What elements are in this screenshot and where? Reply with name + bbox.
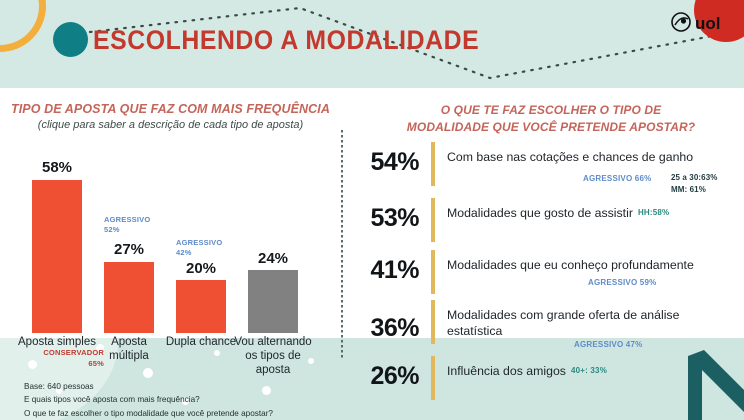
header-band: ESCOLHENDO A MODALIDADE uol	[0, 0, 744, 88]
stat-tag-extra-line1: 25 a 30:63%	[671, 173, 718, 182]
stat-row[interactable]: 41% Modalidades que eu conheço profundam…	[341, 250, 744, 302]
bar-category-label[interactable]: Dupla chance	[165, 336, 237, 348]
bar-chart: 58% Aposta simples AGRESSIVO 52% 27% Apos…	[18, 143, 330, 376]
bar-rect[interactable]	[104, 262, 154, 333]
bar-rect[interactable]	[32, 180, 82, 333]
stat-text: Influência dos amigos 40+: 33%	[447, 364, 737, 380]
stat-accent-bar	[431, 198, 435, 242]
stat-text-main: Influência dos amigos	[447, 364, 566, 378]
stat-percent: 36%	[370, 314, 419, 342]
footer-line-question1: E quais tipos você aposta com mais frequ…	[24, 395, 200, 405]
stat-row[interactable]: 53% Modalidades que gosto de assistir HH:…	[341, 198, 744, 250]
stat-row[interactable]: 26% Influência dos amigos 40+: 33%	[341, 356, 744, 408]
bar-value-label: 20%	[185, 260, 217, 277]
bar-column-vou-alternando[interactable]: 24% Vou alternando os tipos de aposta	[234, 143, 311, 376]
stat-accent-bar	[431, 142, 435, 186]
bar-category-label[interactable]: Vou alternando os tipos de aposta	[234, 336, 312, 377]
stat-accent-bar	[431, 300, 435, 344]
decorative-dot	[143, 368, 153, 378]
decorative-dotted-line	[88, 6, 744, 80]
page-title: ESCOLHENDO A MODALIDADE	[93, 25, 480, 55]
stat-text-main: Modalidades que gosto de assistir	[447, 206, 633, 220]
footer-line-base: Base: 640 pessoas	[24, 382, 94, 391]
bar-column-dupla-chance[interactable]: AGRESSIVO 42% 20% Dupla chance	[166, 143, 236, 348]
decorative-dot	[308, 358, 314, 364]
left-panel: TIPO DE APOSTA QUE FAZ COM MAIS FREQUÊNC…	[0, 88, 341, 376]
bar-column-aposta-simples[interactable]: 58% Aposta simples	[18, 143, 96, 348]
conservador-label: CONSERVADOR	[43, 348, 104, 357]
conservador-annotation: CONSERVADOR 65%	[22, 348, 104, 369]
uol-logo[interactable]: uol	[670, 10, 732, 34]
stat-tag-extra: 25 a 30:63% MM: 61%	[671, 172, 717, 195]
stat-percent: 53%	[370, 204, 419, 232]
footer-band	[0, 338, 744, 420]
stat-percent: 54%	[370, 148, 419, 176]
stat-accent-bar	[431, 356, 435, 400]
decorative-corner-shape	[688, 350, 744, 420]
decorative-dot	[214, 350, 220, 356]
stat-percent: 26%	[370, 362, 419, 390]
stat-accent-bar	[431, 250, 435, 294]
stat-tag-40plus: 40+: 33%	[570, 366, 608, 375]
bar-category-label[interactable]: Aposta simples	[18, 336, 96, 348]
decorative-dot	[182, 398, 189, 405]
conservador-value: 65%	[88, 358, 104, 368]
right-panel-title-line2: MODALIDADE QUE VOCÊ PRETENDE APOSTAR?	[406, 119, 696, 134]
footer-note: Base: 640 pessoas E quais tipos você apo…	[24, 380, 273, 420]
decorative-dot	[28, 360, 37, 369]
stat-text: Modalidades que gosto de assistir HH:58%	[447, 206, 737, 222]
right-panel-title-line1: O QUE TE FAZ ESCOLHER O TIPO DE	[440, 103, 662, 117]
stat-text: Com base nas cotações e chances de ganho	[447, 150, 694, 164]
right-panel: O QUE TE FAZ ESCOLHER O TIPO DE MODALIDA…	[341, 88, 744, 420]
bar-column-aposta-multipla[interactable]: AGRESSIVO 52% 27% Aposta múltipla	[98, 143, 160, 362]
stat-percent: 41%	[370, 256, 419, 284]
stat-row[interactable]: 54% Com base nas cotações e chances de g…	[341, 142, 744, 195]
stat-row[interactable]: 36% Modalidades com grande oferta de aná…	[341, 300, 744, 352]
left-panel-title: TIPO DE APOSTA QUE FAZ COM MAIS FREQUÊNC…	[10, 102, 331, 116]
stat-text: Modalidades com grande oferta de análise…	[447, 308, 680, 338]
stat-tag-agressivo: AGRESSIVO 66%	[583, 174, 652, 183]
section-divider	[341, 130, 343, 358]
stat-tag-agressivo: AGRESSIVO 47%	[574, 340, 643, 349]
right-panel-title: O QUE TE FAZ ESCOLHER O TIPO DE MODALIDA…	[371, 102, 731, 136]
stat-tag-hh: HH:58%	[637, 208, 670, 217]
bar-value-label: 24%	[257, 250, 289, 267]
bar-rect[interactable]	[176, 280, 226, 333]
decorative-dot	[56, 388, 62, 394]
decorative-dot	[262, 386, 271, 395]
bar-annotation-agressivo: AGRESSIVO 42%	[176, 237, 223, 257]
bar-rect[interactable]	[248, 270, 298, 333]
bar-annotation-agressivo: AGRESSIVO 52%	[104, 214, 151, 234]
stat-text: Modalidades que eu conheço profundamente	[447, 258, 694, 272]
bar-value-label: 58%	[41, 159, 73, 176]
left-panel-subtitle: (clique para saber a descrição de cada t…	[37, 119, 304, 131]
footer-line-question2: O que te faz escolher o tipo modalidade …	[24, 408, 273, 418]
stat-tag-agressivo: AGRESSIVO 59%	[588, 278, 657, 287]
bar-value-label: 27%	[113, 241, 145, 258]
bar-category-label[interactable]: Aposta múltipla	[109, 336, 149, 363]
svg-text:uol: uol	[695, 14, 721, 33]
decorative-teal-dot	[53, 22, 88, 57]
decorative-dot	[96, 344, 104, 352]
stat-tag-extra-line2: MM: 61%	[671, 184, 706, 194]
